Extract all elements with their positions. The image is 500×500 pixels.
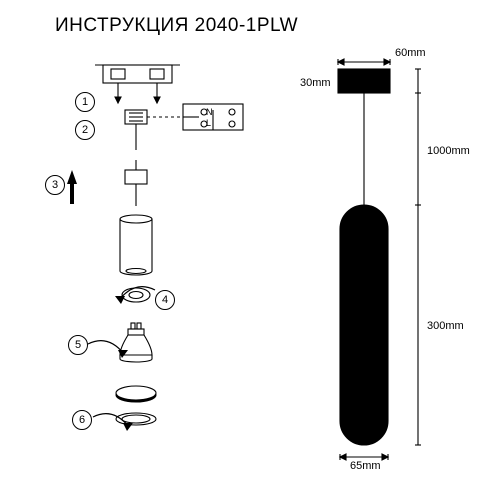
dim-canopy-h: 30mm: [300, 77, 331, 89]
product-silhouette: [300, 55, 480, 495]
wiring-n-label: N: [206, 107, 213, 117]
step-2-label: 2: [75, 120, 95, 140]
curve-arrow-5: [80, 332, 130, 362]
assembly-illustration: [25, 55, 255, 485]
dim-body-w: 65mm: [350, 460, 381, 472]
page-title: ИНСТРУКЦИЯ 2040-1PLW: [55, 15, 298, 37]
arrow-step-3: [67, 170, 77, 184]
dim-body-len: 300mm: [427, 320, 464, 332]
step-1-label: 1: [75, 92, 95, 112]
curve-arrow-6: [85, 405, 135, 435]
dim-cable: 1000mm: [427, 145, 470, 157]
wiring-l-label: L: [206, 118, 211, 128]
dim-canopy-w: 60mm: [395, 47, 426, 59]
curve-arrow-4: [115, 278, 165, 308]
step-3-label: 3: [45, 175, 65, 195]
diagram-page: ИНСТРУКЦИЯ 2040-1PLW: [0, 0, 500, 500]
